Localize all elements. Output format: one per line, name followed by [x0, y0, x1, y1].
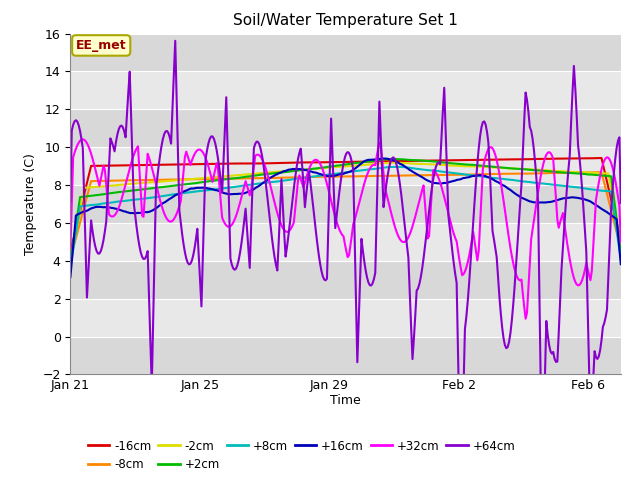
+2cm — [465, 162, 473, 168]
-2cm — [67, 260, 74, 265]
+8cm — [414, 166, 422, 172]
Bar — [70, 299, 621, 336]
-2cm — [246, 171, 253, 177]
+32cm — [79, 136, 86, 142]
-8cm — [67, 256, 74, 262]
Legend: -16cm, -8cm, -2cm, +2cm, +8cm, +16cm, +32cm, +64cm: -16cm, -8cm, -2cm, +2cm, +8cm, +16cm, +3… — [83, 435, 520, 476]
+64cm — [247, 223, 255, 229]
+16cm — [380, 156, 387, 161]
-16cm — [285, 160, 292, 166]
+2cm — [132, 187, 140, 193]
-16cm — [132, 162, 140, 168]
-2cm — [389, 160, 397, 166]
+16cm — [132, 210, 140, 216]
-8cm — [467, 172, 474, 178]
+64cm — [414, 286, 422, 291]
Line: +64cm: +64cm — [70, 41, 621, 480]
+16cm — [246, 188, 253, 194]
X-axis label: Time: Time — [330, 394, 361, 407]
+16cm — [285, 167, 292, 173]
+32cm — [522, 316, 529, 322]
+64cm — [67, 198, 74, 204]
Bar — [70, 336, 621, 374]
+2cm — [246, 173, 253, 179]
+8cm — [617, 256, 625, 262]
-2cm — [132, 180, 140, 186]
+16cm — [414, 172, 422, 178]
Line: -2cm: -2cm — [70, 163, 621, 263]
-16cm — [617, 239, 625, 244]
+8cm — [468, 172, 476, 178]
Line: +16cm: +16cm — [70, 158, 621, 277]
+32cm — [468, 238, 476, 244]
-2cm — [617, 244, 625, 250]
Line: +2cm: +2cm — [70, 159, 621, 263]
+16cm — [617, 261, 625, 267]
Text: EE_met: EE_met — [76, 39, 127, 52]
+64cm — [469, 219, 477, 225]
+32cm — [414, 203, 422, 209]
+8cm — [394, 164, 401, 169]
-16cm — [67, 248, 74, 254]
+8cm — [246, 182, 253, 188]
+2cm — [468, 162, 476, 168]
Line: -8cm: -8cm — [70, 172, 621, 259]
-2cm — [465, 163, 473, 169]
Bar — [70, 147, 621, 185]
+32cm — [286, 228, 294, 233]
-16cm — [464, 157, 472, 163]
-16cm — [246, 161, 253, 167]
Bar — [70, 261, 621, 299]
-2cm — [468, 163, 476, 169]
+8cm — [67, 264, 74, 270]
Line: +8cm: +8cm — [70, 167, 621, 267]
+64cm — [467, 262, 474, 267]
+2cm — [617, 249, 625, 254]
+64cm — [286, 222, 294, 228]
+2cm — [285, 169, 292, 175]
-16cm — [598, 155, 605, 161]
Line: +32cm: +32cm — [70, 139, 621, 319]
+32cm — [617, 240, 625, 245]
+2cm — [414, 157, 422, 163]
-8cm — [246, 176, 253, 181]
+8cm — [285, 177, 292, 183]
Bar — [70, 72, 621, 109]
Bar — [70, 223, 621, 261]
Line: -16cm: -16cm — [70, 158, 621, 251]
+16cm — [67, 274, 74, 280]
-8cm — [598, 169, 605, 175]
+64cm — [172, 38, 179, 44]
-2cm — [285, 168, 292, 174]
+2cm — [67, 260, 74, 265]
+16cm — [465, 174, 473, 180]
Title: Soil/Water Temperature Set 1: Soil/Water Temperature Set 1 — [233, 13, 458, 28]
+64cm — [132, 224, 140, 230]
Bar — [70, 34, 621, 72]
+16cm — [468, 173, 476, 179]
-16cm — [413, 158, 420, 164]
Bar — [70, 109, 621, 147]
-8cm — [617, 246, 625, 252]
+32cm — [465, 253, 473, 259]
-8cm — [285, 175, 292, 180]
Bar — [70, 185, 621, 223]
+8cm — [465, 172, 473, 178]
-8cm — [413, 172, 420, 178]
-8cm — [132, 177, 140, 183]
Y-axis label: Temperature (C): Temperature (C) — [24, 153, 36, 255]
+32cm — [134, 144, 142, 149]
-16cm — [467, 157, 474, 163]
+32cm — [67, 246, 74, 252]
+8cm — [132, 196, 140, 202]
+64cm — [617, 200, 625, 206]
-2cm — [414, 161, 422, 167]
+32cm — [247, 189, 255, 194]
-8cm — [464, 172, 472, 178]
+2cm — [392, 156, 400, 162]
